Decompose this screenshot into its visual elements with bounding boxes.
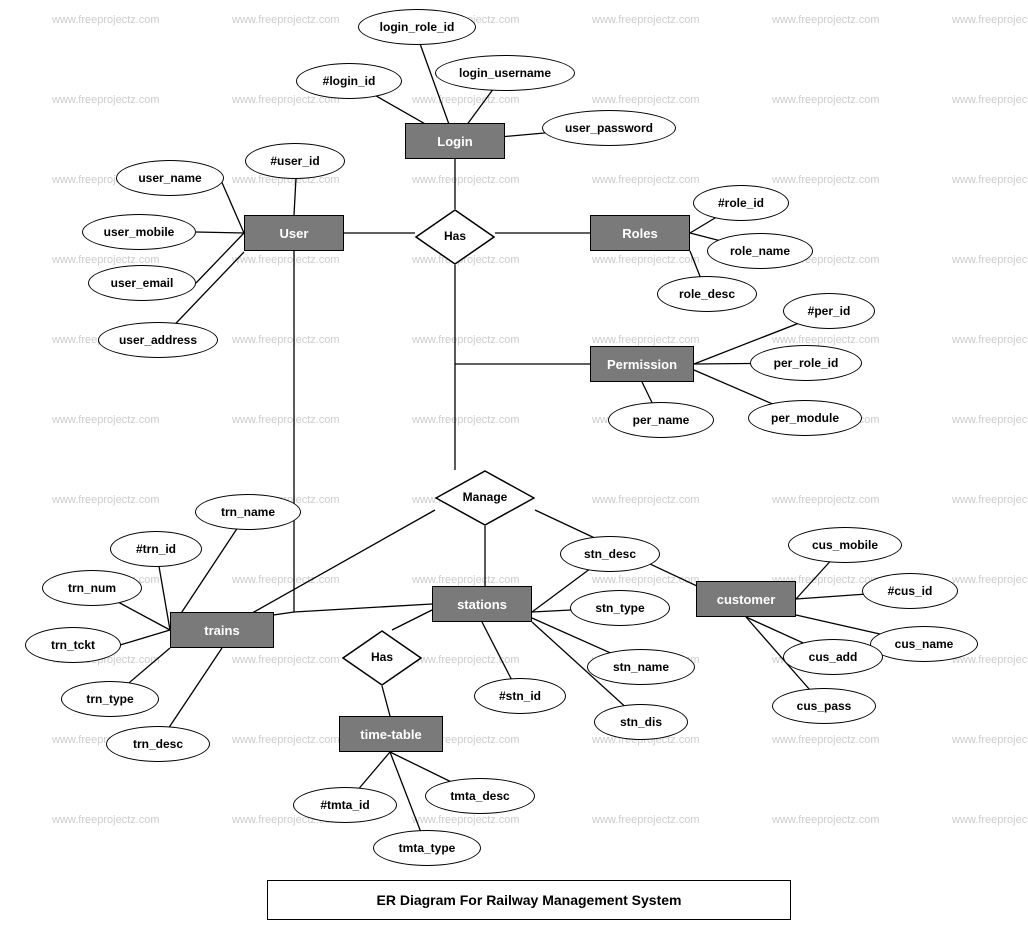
attr-role_id: #role_id <box>693 185 789 221</box>
attr-trn_num: trn_num <box>42 570 142 606</box>
attr-role_desc: role_desc <box>657 276 757 312</box>
attr-per_module: per_module <box>748 400 862 436</box>
attr-trn_type: trn_type <box>61 681 159 717</box>
attr-stn_desc: stn_desc <box>560 536 660 572</box>
entity-timetable: time-table <box>339 716 443 752</box>
attr-stn_type: stn_type <box>570 590 670 626</box>
attr-user_name: user_name <box>116 160 224 196</box>
attr-cus_id: #cus_id <box>862 573 958 609</box>
attr-login_id: #login_id <box>296 63 402 99</box>
attr-trn_id: #trn_id <box>110 531 202 567</box>
rel-label-has1: Has <box>415 229 495 243</box>
attr-user_address: user_address <box>98 322 218 358</box>
attr-login_role_id: login_role_id <box>358 9 476 45</box>
attr-stn_name: stn_name <box>587 649 695 685</box>
entity-roles: Roles <box>590 215 690 251</box>
attr-cus_name: cus_name <box>870 626 978 662</box>
attr-user_id: #user_id <box>245 143 345 179</box>
attr-cus_pass: cus_pass <box>772 688 876 724</box>
attr-login_username: login_username <box>435 55 575 91</box>
rel-label-manage: Manage <box>445 490 525 504</box>
attr-tmta_desc: tmta_desc <box>425 778 535 814</box>
attr-stn_id: #stn_id <box>474 678 566 714</box>
entity-login: Login <box>405 123 505 159</box>
title-text: ER Diagram For Railway Management System <box>377 892 682 908</box>
attr-cus_mobile: cus_mobile <box>788 527 902 563</box>
entity-user: User <box>244 215 344 251</box>
entity-permission: Permission <box>590 346 694 382</box>
attr-tmta_id: #tmta_id <box>293 787 397 823</box>
attr-per_role_id: per_role_id <box>750 345 862 381</box>
attr-role_name: role_name <box>707 233 813 269</box>
attr-trn_desc: trn_desc <box>106 726 210 762</box>
title-box: ER Diagram For Railway Management System <box>267 880 791 920</box>
entity-customer: customer <box>696 581 796 617</box>
attr-user_email: user_email <box>88 265 196 301</box>
attr-user_mobile: user_mobile <box>82 214 196 250</box>
attr-per_name: per_name <box>608 402 714 438</box>
entity-trains: trains <box>170 612 274 648</box>
attr-trn_name: trn_name <box>195 494 301 530</box>
attr-tmta_type: tmta_type <box>373 830 481 866</box>
attr-trn_tckt: trn_tckt <box>25 627 121 663</box>
attr-per_id: #per_id <box>783 293 875 329</box>
attr-user_password: user_password <box>542 110 676 146</box>
attr-cus_add: cus_add <box>783 639 883 675</box>
rel-label-has2: Has <box>342 650 422 664</box>
entity-stations: stations <box>432 586 532 622</box>
attr-stn_dis: stn_dis <box>594 704 688 740</box>
